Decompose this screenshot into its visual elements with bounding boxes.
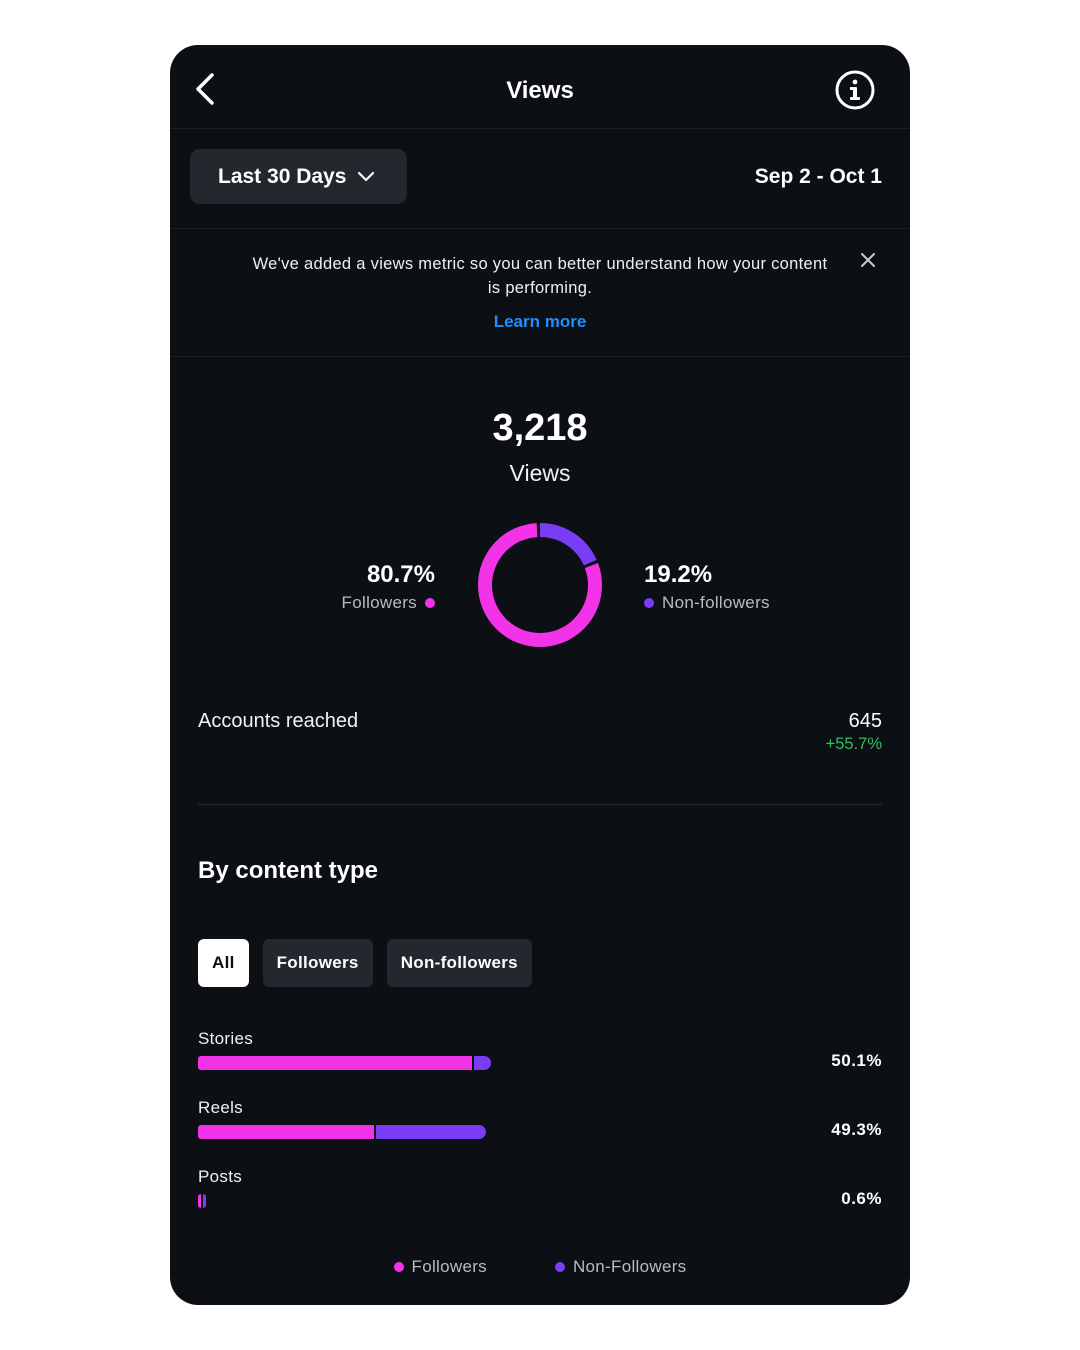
info-circle-icon bbox=[835, 70, 875, 110]
non-followers-stat-label-row: Non-followers bbox=[644, 593, 770, 613]
content-row-reels: Reels 49.3% bbox=[198, 1098, 882, 1167]
followers-stat: 80.7% Followers bbox=[342, 561, 435, 613]
legend-followers-dot bbox=[393, 1262, 404, 1272]
notice-text: We've added a views metric so you can be… bbox=[252, 255, 828, 297]
chart-legend: Followers Non-Followers bbox=[170, 1257, 910, 1277]
content-row-label: Reels bbox=[198, 1098, 243, 1117]
legend-followers-label: Followers bbox=[411, 1257, 487, 1276]
insights-screen: Views Last 30 Days Sep 2 - Oct 1 We've a… bbox=[170, 45, 910, 1305]
non-followers-label: Non-followers bbox=[662, 593, 770, 612]
info-button[interactable] bbox=[834, 69, 876, 111]
accounts-reached-value: 645 bbox=[848, 710, 882, 732]
legend-non-followers-label: Non-Followers bbox=[572, 1257, 687, 1276]
content-row-posts: Posts 0.6% bbox=[198, 1167, 882, 1236]
non-followers-percentage: 19.2% bbox=[644, 561, 713, 588]
accounts-reached-label: Accounts reached bbox=[198, 710, 359, 732]
dismiss-notice-button[interactable] bbox=[856, 248, 880, 272]
total-views-count: 3,218 bbox=[492, 407, 588, 449]
content-type-breakdown: Stories 50.1% Reels 49.3% Posts 0.6% bbox=[198, 1029, 882, 1236]
content-row-percentage: 0.6% bbox=[841, 1189, 882, 1208]
followers-stat-label-row: Followers bbox=[342, 593, 435, 613]
legend-non-followers-dot bbox=[554, 1262, 565, 1272]
content-row-bar bbox=[198, 1125, 486, 1139]
date-range-dropdown[interactable]: Last 30 Days bbox=[190, 149, 407, 204]
section-divider bbox=[198, 804, 882, 805]
chevron-left-icon bbox=[196, 73, 214, 105]
content-type-title: By content type bbox=[198, 857, 379, 884]
followers-label: Followers bbox=[341, 593, 417, 612]
content-row-bar bbox=[198, 1194, 206, 1208]
content-row-bar bbox=[198, 1056, 491, 1070]
top-bar: Views bbox=[170, 45, 910, 129]
content-row-label: Posts bbox=[198, 1167, 243, 1186]
bar-non-followers-segment bbox=[474, 1056, 491, 1070]
tab-all[interactable]: All bbox=[198, 939, 249, 987]
followers-dot bbox=[425, 598, 435, 608]
bar-followers-segment bbox=[198, 1056, 473, 1070]
content-row-stories: Stories 50.1% bbox=[198, 1029, 882, 1098]
page-title: Views bbox=[506, 77, 574, 104]
legend-followers: Followers bbox=[393, 1257, 487, 1277]
tab-followers[interactable]: Followers bbox=[262, 939, 373, 987]
bar-non-followers-segment bbox=[375, 1125, 486, 1139]
content-type-filter-tabs: All Followers Non-followers bbox=[198, 939, 532, 987]
views-donut-chart bbox=[478, 523, 602, 647]
content-row-percentage: 50.1% bbox=[831, 1051, 882, 1070]
non-followers-dot bbox=[644, 598, 654, 608]
close-icon bbox=[861, 253, 875, 267]
content-row-percentage: 49.3% bbox=[831, 1120, 882, 1139]
tab-non-followers[interactable]: Non-followers bbox=[386, 939, 532, 987]
date-range-label: Last 30 Days bbox=[218, 164, 347, 188]
bar-followers-segment bbox=[198, 1194, 201, 1208]
followers-percentage: 80.7% bbox=[366, 561, 435, 588]
accounts-reached-change: +55.7% bbox=[825, 735, 882, 753]
donut-non-followers-segment bbox=[478, 523, 602, 647]
donut-followers-segment bbox=[478, 523, 602, 647]
back-button[interactable] bbox=[188, 69, 224, 109]
views-metric-notice: We've added a views metric so you can be… bbox=[170, 230, 910, 357]
bar-non-followers-segment bbox=[203, 1194, 206, 1208]
content-row-label: Stories bbox=[198, 1029, 254, 1048]
learn-more-link[interactable]: Learn more bbox=[493, 312, 587, 331]
bar-followers-segment bbox=[198, 1125, 374, 1139]
chevron-down-icon bbox=[358, 171, 375, 181]
legend-non-followers: Non-Followers bbox=[554, 1257, 687, 1277]
date-range-bar: Last 30 Days Sep 2 - Oct 1 bbox=[170, 129, 910, 229]
non-followers-stat: 19.2% Non-followers bbox=[644, 561, 770, 613]
date-range-text: Sep 2 - Oct 1 bbox=[754, 165, 882, 188]
total-views-label: Views bbox=[509, 460, 571, 486]
